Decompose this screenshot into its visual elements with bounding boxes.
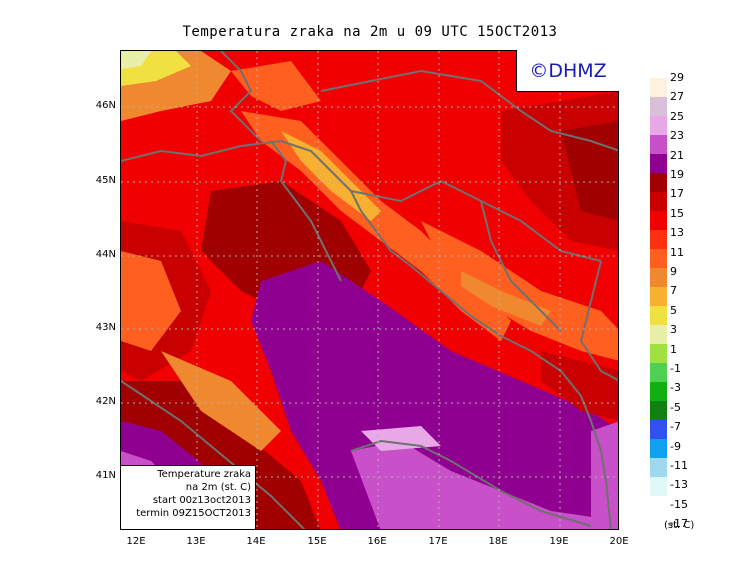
colorbar-swatch [650,173,667,192]
colorbar-label: 15 [670,206,684,220]
colorbar-swatch [650,211,667,230]
lat-label: 46N [95,100,116,111]
colorbar-label: -7 [670,420,681,434]
lon-label: 12E [126,536,146,547]
colorbar-swatch [650,154,667,173]
lon-label: 19E [549,536,569,547]
lon-label: 18E [488,536,508,547]
colorbar-unit: (st. C) [664,520,695,531]
colorbar-swatch [650,287,667,306]
info-line-2: na 2m (st. C) [185,482,251,493]
lon-label: 14E [246,536,266,547]
colorbar-label: 11 [670,245,684,259]
info-line-1: Temperature zraka [157,469,251,480]
colorbar-swatch [650,230,667,249]
colorbar-swatch [650,477,667,496]
lat-label: 41N [95,470,116,481]
colorbar-swatch [650,439,667,458]
lon-label: 17E [428,536,448,547]
temperature-map [120,50,619,530]
temperature-field [121,51,618,529]
lon-label: 16E [367,536,387,547]
colorbar-swatch [650,135,667,154]
info-line-4: termin 09Z15OCT2013 [136,508,251,519]
lat-label: 43N [95,322,116,333]
run-info-box: Temperature zraka na 2m (st. C) start 00… [120,465,256,530]
colorbar-swatch [650,363,667,382]
lon-label: 15E [307,536,327,547]
colorbar-swatch [650,306,667,325]
colorbar-swatch [650,97,667,116]
colorbar-label: -17 [670,517,688,531]
colorbar-label: -5 [670,400,681,414]
dhmz-logo: ©DHMZ [516,50,619,92]
colorbar-label: -1 [670,362,681,375]
colorbar-swatch [650,382,667,401]
colorbar-label: 27 [670,90,684,104]
info-line-3: start 00z13oct2013 [152,495,251,506]
colorbar-label: 5 [670,303,677,317]
colorbar-swatch [650,249,667,268]
map-title: Temperatura zraka na 2m u 09 UTC 15OCT20… [182,24,558,40]
lat-label: 42N [95,396,116,407]
colorbar-swatch [650,420,667,439]
colorbar-label: -15 [670,497,688,511]
lat-label: 45N [95,175,116,186]
lon-label: 13E [186,536,206,547]
colorbar-swatch [650,78,667,97]
colorbar-label: -13 [670,478,688,492]
colorbar-label: 9 [670,265,677,278]
colorbar-label: 19 [670,168,684,181]
colorbar-label: 25 [670,109,684,123]
colorbar-swatch [650,344,667,363]
colorbar-label: -3 [670,381,681,395]
colorbar-swatch [650,325,667,344]
colorbar-label: 17 [670,187,684,201]
colorbar-label: 23 [670,129,684,143]
colorbar-label: 29 [670,71,684,84]
colorbar-label: 3 [670,323,677,337]
colorbar-swatch [650,268,667,287]
colorbar-label: -9 [670,439,681,453]
lat-label: 44N [95,249,116,260]
colorbar-label: 21 [670,148,684,162]
lon-label: 20E [609,536,629,547]
colorbar-swatch [650,192,667,211]
colorbar-label: -11 [670,459,688,472]
colorbar-label: 7 [670,284,677,298]
colorbar-swatch [650,458,667,477]
colorbar-swatch [650,116,667,135]
colorbar-label: 13 [670,226,684,240]
colorbar-swatch [650,401,667,420]
colorbar-label: 1 [670,342,677,356]
